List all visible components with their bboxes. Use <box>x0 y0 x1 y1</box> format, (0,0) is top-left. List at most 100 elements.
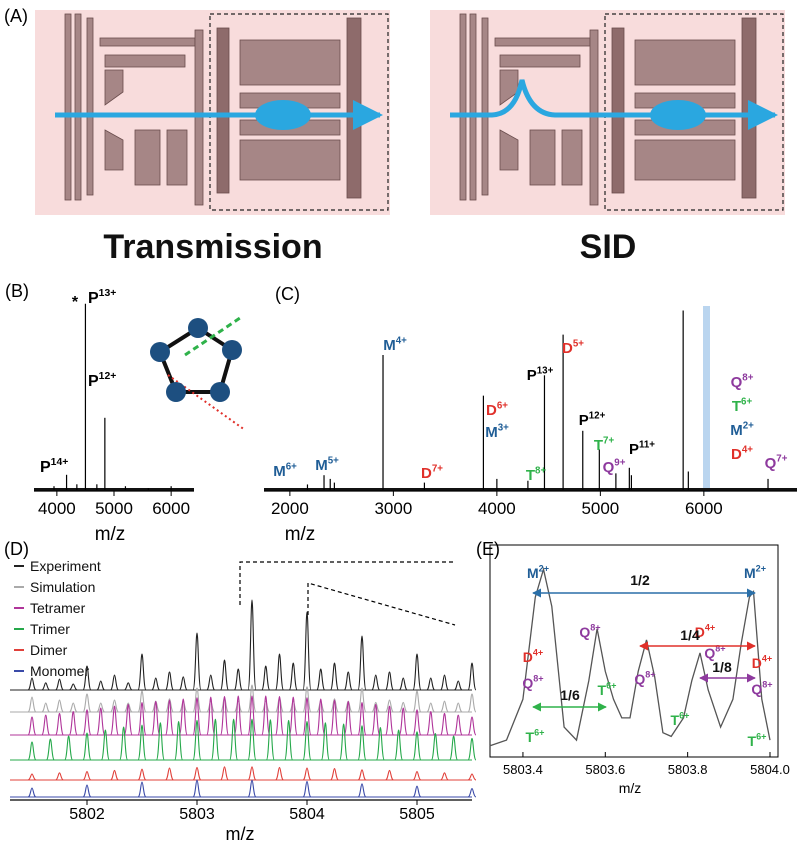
annotation-charge: 13+ <box>99 288 117 299</box>
peak <box>339 723 349 761</box>
annotation-charge: 9+ <box>614 457 625 468</box>
peak <box>45 738 55 761</box>
spectrum-line <box>489 566 771 747</box>
peak <box>247 684 257 713</box>
peak <box>261 700 271 713</box>
peak <box>426 711 436 736</box>
peak <box>192 687 202 713</box>
annotation-text: D <box>752 655 762 671</box>
annotation-charge: 2+ <box>756 564 766 574</box>
peak <box>453 714 463 736</box>
peak <box>440 700 449 713</box>
peak <box>247 718 257 761</box>
instrument-diagram <box>35 10 390 215</box>
peak <box>274 653 285 691</box>
peak <box>302 697 312 736</box>
legend-label: Monomer <box>30 663 89 679</box>
peak <box>178 676 188 691</box>
block <box>134 129 161 186</box>
dashed-box <box>209 13 389 211</box>
fraction-label: 1/2 <box>630 572 650 588</box>
x-axis-label: m/z <box>226 824 255 844</box>
peak <box>412 709 422 736</box>
plate <box>86 17 94 196</box>
peak <box>41 682 50 691</box>
peak <box>467 773 477 781</box>
annotation-text: M <box>527 565 539 581</box>
peak <box>357 783 367 798</box>
peak <box>302 611 312 691</box>
peak <box>109 705 120 736</box>
annotation-charge: 11+ <box>639 439 655 450</box>
peak <box>288 700 298 713</box>
peak <box>384 671 395 691</box>
peak <box>137 724 147 761</box>
ion-path <box>450 79 778 130</box>
peak <box>426 702 435 713</box>
annotation-charge: 6+ <box>679 711 689 721</box>
peak <box>371 674 381 691</box>
highlight-band <box>703 306 710 492</box>
envelope-guides <box>239 561 456 626</box>
annotation: M2+ <box>730 420 754 439</box>
plate <box>611 27 625 194</box>
annotation-charge: 4+ <box>396 335 407 346</box>
peak <box>357 687 367 713</box>
annotation-charge: 13+ <box>537 365 554 376</box>
annotation-charge: 12+ <box>99 371 117 382</box>
annotation-charge: 14+ <box>51 457 69 468</box>
peak <box>178 700 188 713</box>
peak <box>439 712 450 736</box>
annotation-text: Q <box>704 645 715 661</box>
peak <box>206 674 216 691</box>
peak <box>151 677 161 691</box>
peak <box>174 721 184 761</box>
peak <box>96 702 105 713</box>
x-tick-label: 5804 <box>289 806 325 823</box>
plate <box>216 27 230 194</box>
pentamer-icon <box>150 316 246 431</box>
annotation: M4+ <box>383 335 407 354</box>
peak <box>178 698 188 736</box>
annotation: T6+ <box>671 711 690 728</box>
annotation-charge: 6+ <box>497 400 508 411</box>
plot-frame <box>489 544 779 758</box>
peak <box>357 769 367 781</box>
x-tick-label: 4000 <box>38 499 76 518</box>
annotation: D6+ <box>486 400 508 419</box>
annotation: D4+ <box>731 444 753 463</box>
peak <box>27 677 37 691</box>
annotation-text: D <box>562 340 573 357</box>
peak <box>110 699 119 713</box>
block <box>529 129 556 186</box>
peak <box>192 632 202 691</box>
peak <box>329 662 340 691</box>
annotation-text: * <box>72 294 79 311</box>
annotation: D4+ <box>695 623 716 640</box>
peak <box>220 766 229 781</box>
annotation-text: T <box>598 682 607 698</box>
peak <box>357 725 367 761</box>
peak <box>316 700 326 713</box>
peak <box>265 719 275 761</box>
peak <box>82 709 92 736</box>
peak <box>137 768 147 781</box>
peak <box>233 700 243 713</box>
annotation: Q9+ <box>603 457 626 476</box>
annotation: P13+ <box>527 365 554 384</box>
peak <box>69 702 78 713</box>
annotation: T6+ <box>598 681 617 698</box>
annotation: Q8+ <box>522 674 543 691</box>
plate <box>469 13 477 201</box>
panel-label: (E) <box>476 539 500 559</box>
lens <box>104 129 124 171</box>
peak <box>343 671 353 691</box>
legend-label: Trimer <box>30 621 70 637</box>
peak <box>385 699 394 713</box>
peak <box>467 693 477 713</box>
peak <box>164 671 175 691</box>
peak <box>119 726 129 761</box>
peak <box>412 690 422 713</box>
annotation-charge: 8+ <box>533 674 543 684</box>
